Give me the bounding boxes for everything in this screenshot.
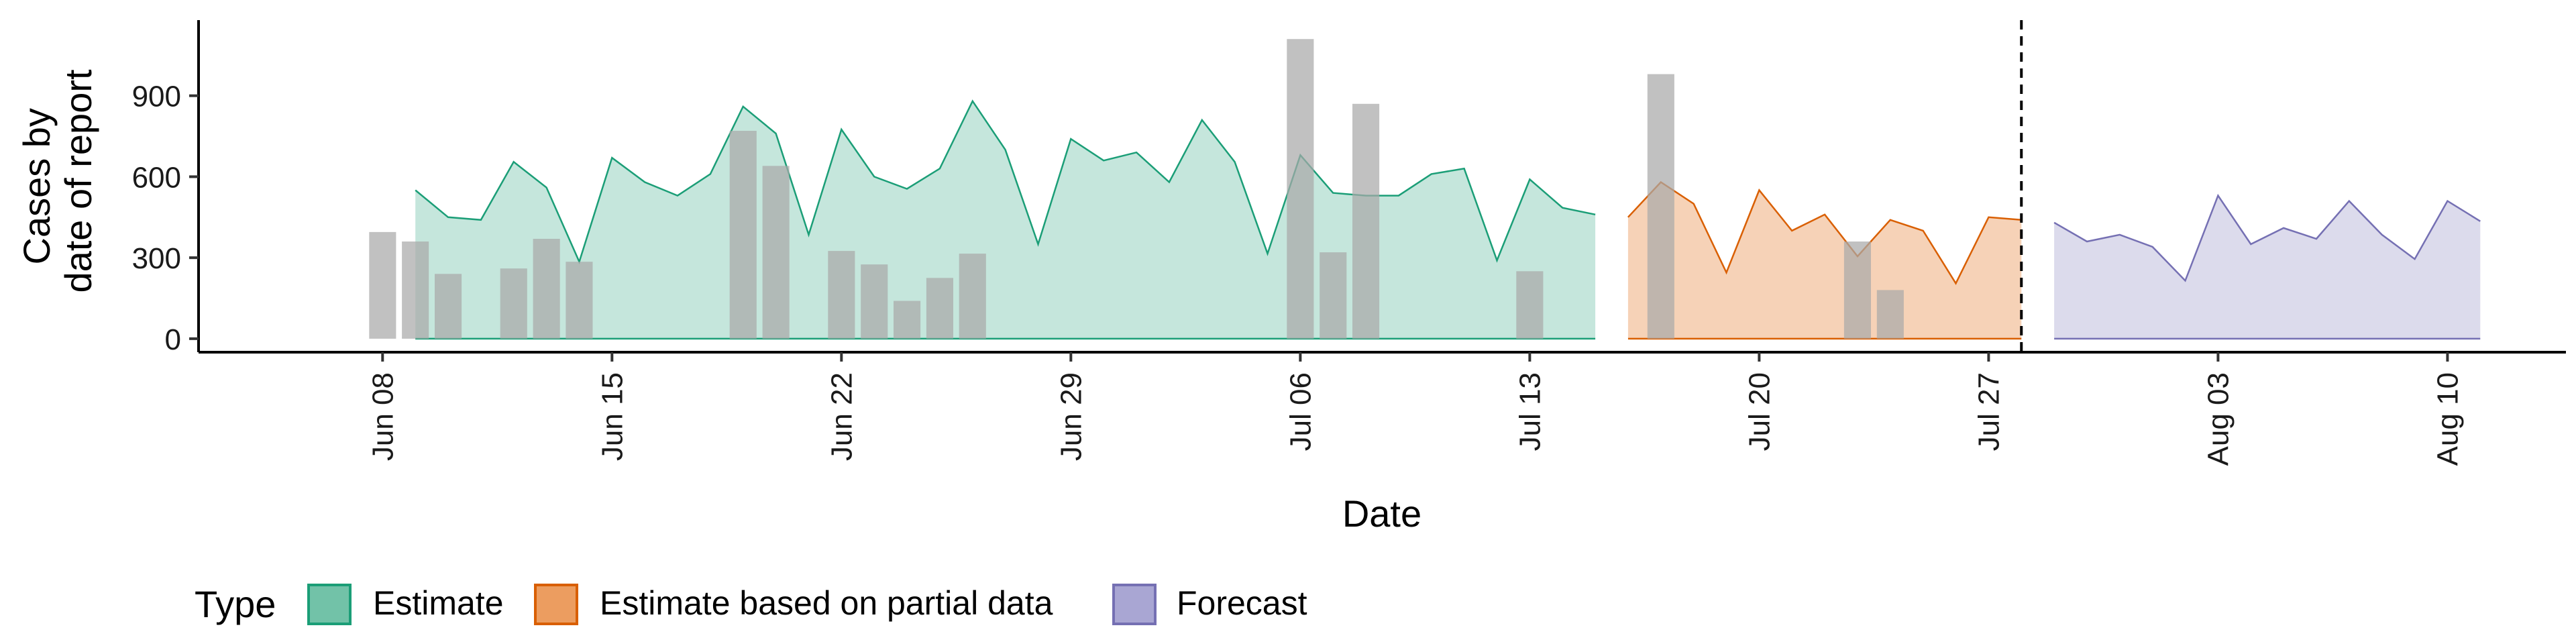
y-axis-title-line-1: Cases by — [15, 108, 58, 264]
reported-cases-bars — [369, 39, 1904, 339]
x-tick-label-6: Jul 20 — [1743, 372, 1776, 451]
x-tick-label-2: Jun 22 — [825, 372, 858, 461]
bar-2020-06-25 — [926, 278, 953, 339]
bar-2020-07-23 — [1843, 241, 1871, 339]
bar-2020-06-23 — [861, 264, 888, 339]
legend: Type Estimate Estimate based on partial … — [195, 583, 1307, 625]
bar-2020-06-08 — [369, 231, 396, 339]
bar-2020-07-13 — [1516, 271, 1544, 339]
x-axis-title: Date — [1342, 492, 1421, 535]
bar-2020-06-10 — [435, 274, 462, 339]
bar-2020-07-24 — [1876, 290, 1904, 339]
line-estimate — [415, 99, 1596, 264]
bar-2020-06-22 — [828, 251, 855, 339]
line-forecast — [2053, 193, 2481, 282]
legend-label-partial: Estimate based on partial data — [600, 584, 1053, 622]
series-areas — [415, 99, 2481, 340]
x-ticks: Jun 08 Jun 15 Jun 22 Jun 29 Jul 06 Jul 13 Jul … — [366, 352, 2464, 466]
y-axis-title-line-2: date of report — [57, 69, 99, 293]
bar-2020-06-24 — [894, 301, 921, 339]
legend-label-estimate: Estimate — [373, 584, 504, 622]
x-tick-label-4: Jul 06 — [1284, 372, 1317, 451]
bar-2020-06-12 — [500, 268, 527, 339]
bar-2020-06-19 — [729, 131, 757, 339]
y-tick-label-300: 300 — [132, 242, 181, 275]
y-tick-label-600: 600 — [132, 161, 181, 194]
area-forecast — [2054, 195, 2481, 339]
bar-2020-06-14 — [566, 262, 593, 339]
bar-2020-06-13 — [533, 239, 560, 339]
bar-2020-06-09 — [402, 241, 429, 339]
x-tick-label-8: Aug 03 — [2202, 372, 2235, 466]
bar-2020-06-20 — [762, 166, 790, 339]
x-tick-label-9: Aug 10 — [2431, 372, 2464, 466]
y-tick-label-900: 900 — [132, 80, 181, 113]
x-tick-label-3: Jun 29 — [1055, 372, 1087, 461]
bar-2020-07-17 — [1647, 74, 1674, 339]
line-estimate-based-on-partial-data — [1627, 180, 2022, 285]
legend-title: Type — [195, 583, 276, 625]
x-tick-label-0: Jun 08 — [366, 372, 399, 461]
y-ticks: 0 300 600 900 — [132, 80, 199, 356]
bar-2020-07-07 — [1320, 252, 1347, 339]
legend-key-forecast — [1112, 584, 1157, 625]
legend-label-forecast: Forecast — [1177, 584, 1307, 622]
x-tick-label-7: Jul 27 — [1972, 372, 2005, 451]
x-tick-label-1: Jun 15 — [596, 372, 629, 461]
y-tick-label-0: 0 — [165, 323, 181, 356]
area-estimate-based-on-partial-data — [1627, 182, 2022, 339]
axes — [197, 20, 2566, 354]
bar-2020-07-08 — [1352, 103, 1380, 339]
legend-key-partial — [534, 584, 578, 625]
legend-key-estimate — [307, 584, 352, 625]
x-tick-label-5: Jul 13 — [1513, 372, 1546, 451]
y-axis-title: Cases by date of report — [15, 69, 99, 293]
bar-2020-06-26 — [959, 254, 986, 339]
bar-2020-07-06 — [1287, 39, 1314, 339]
